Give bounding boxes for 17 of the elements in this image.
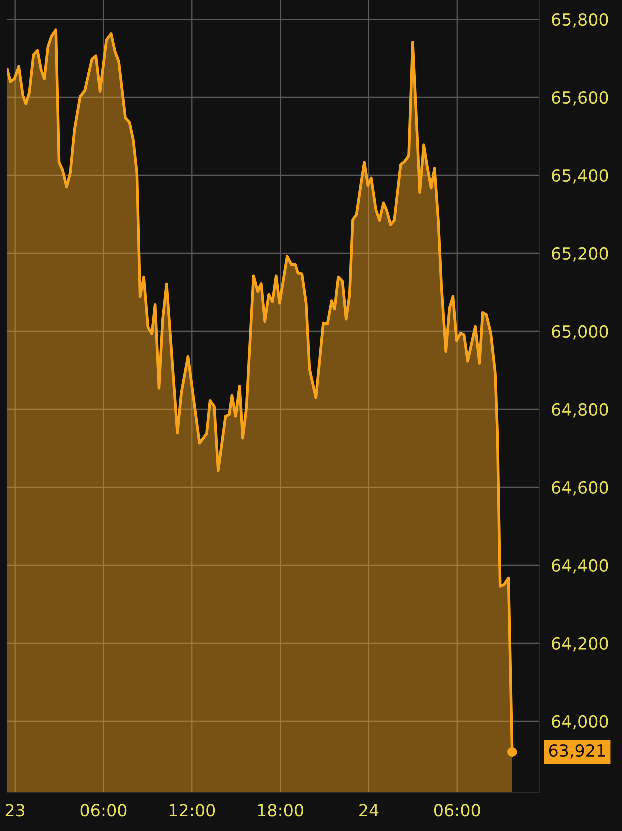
annotation: 63,921 — [549, 744, 606, 759]
y-tick-label: 65,800 — [552, 13, 608, 28]
x-tick-label: 24 — [360, 804, 379, 817]
x-tick-label: 18:00 — [258, 804, 304, 817]
y-tick-label: 65,600 — [552, 91, 608, 106]
y-tick-label: 65,200 — [552, 247, 608, 262]
x-tick-label: 06:00 — [434, 804, 480, 817]
x-tick-label: 23 — [6, 804, 25, 817]
y-tick-label: 64,600 — [552, 481, 608, 496]
x-tick-label: 12:00 — [170, 804, 216, 817]
y-tick-label: 64,800 — [552, 403, 608, 418]
y-tick-label: 65,000 — [552, 325, 608, 340]
y-tick-label: 64,400 — [552, 559, 608, 574]
y-tick-label: 65,400 — [552, 169, 608, 184]
y-tick-label: 64,000 — [552, 715, 608, 730]
y-tick-label: 64,200 — [552, 637, 608, 652]
x-tick-label: 06:00 — [80, 804, 127, 817]
